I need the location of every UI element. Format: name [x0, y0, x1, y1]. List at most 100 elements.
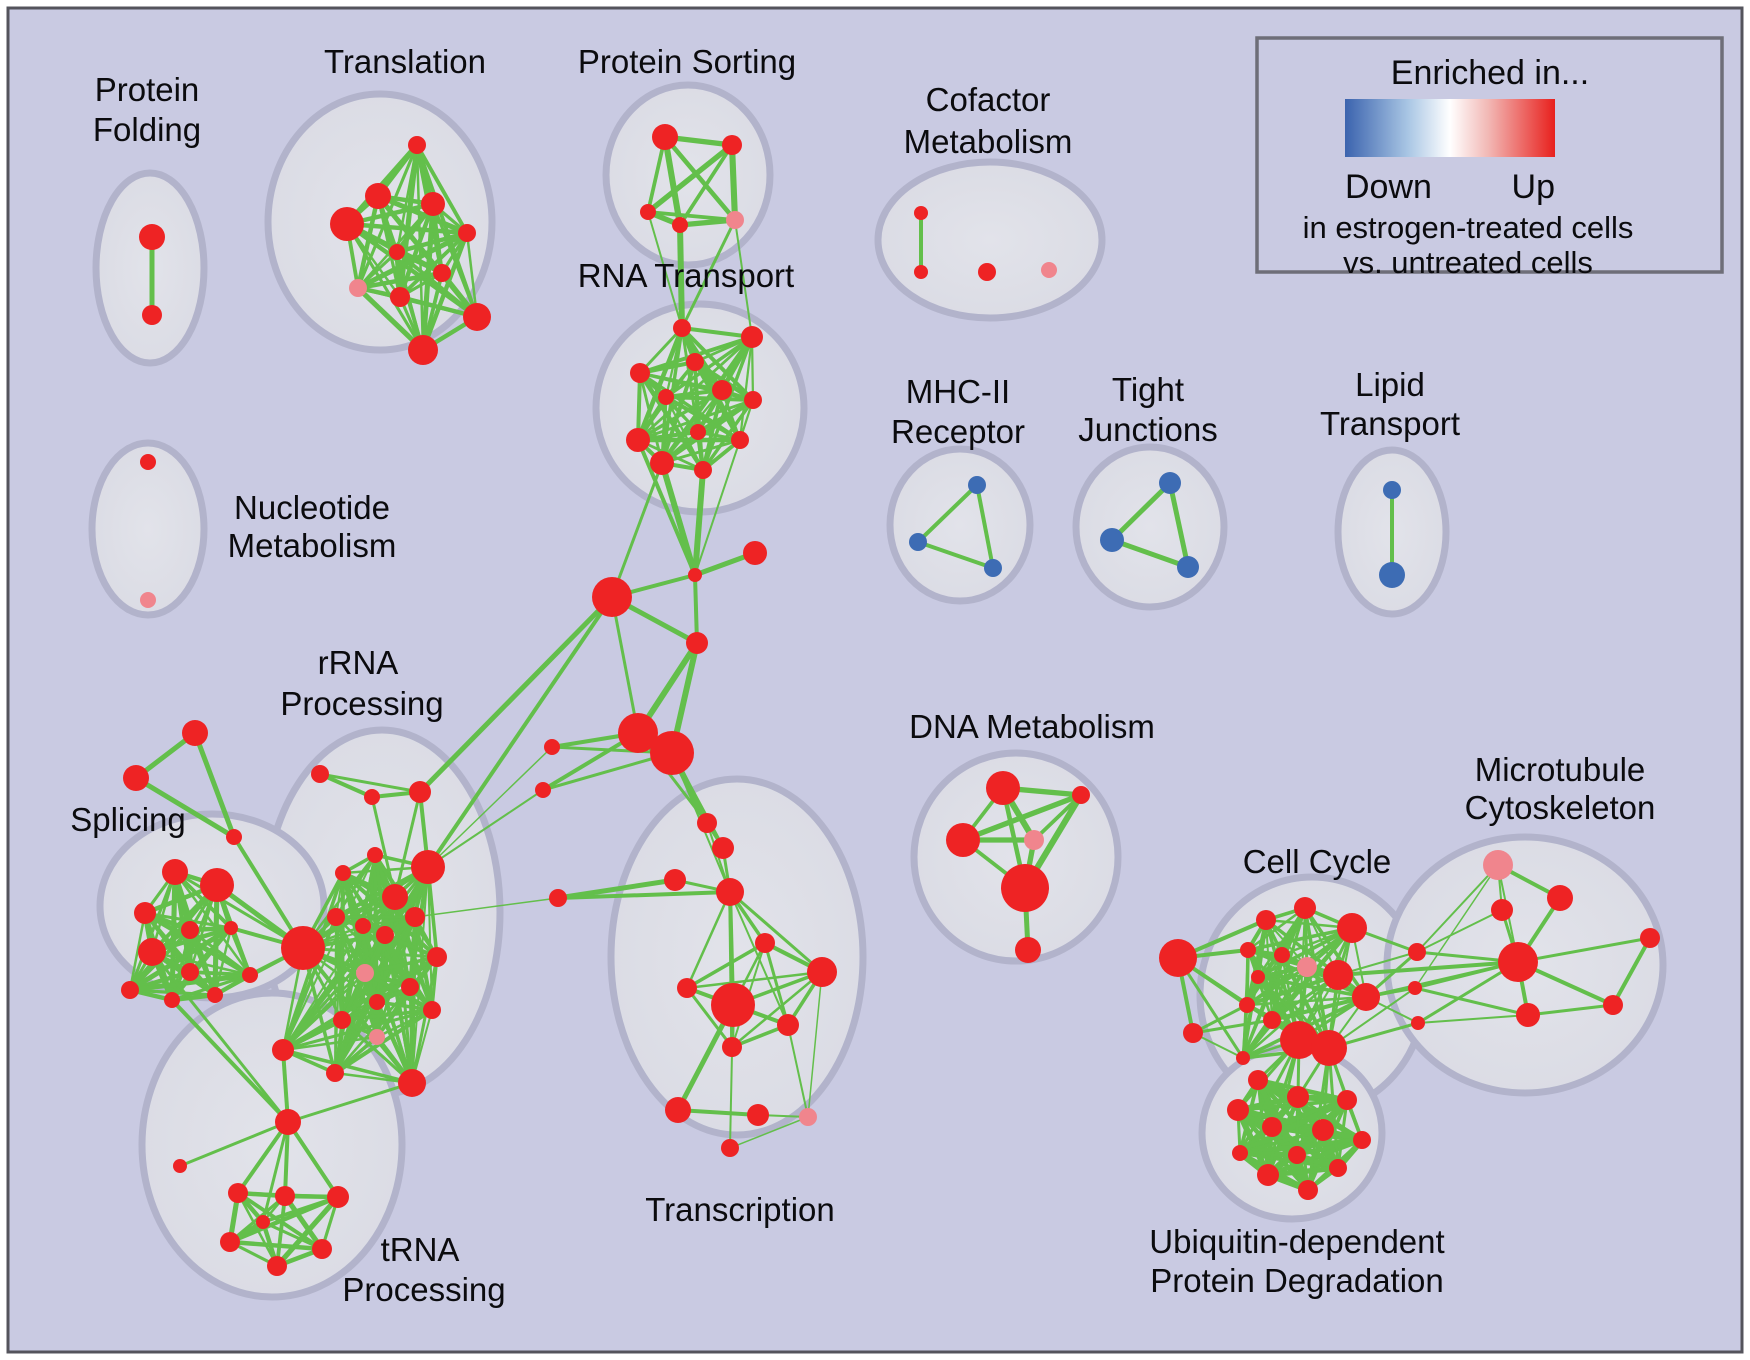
node-ub4 — [1262, 1117, 1282, 1137]
edge-rr13-rr14 — [376, 1000, 433, 1012]
edge-x4-x8 — [729, 890, 823, 974]
edge-s5-r2 — [734, 219, 753, 338]
node-cc4 — [1294, 897, 1316, 919]
node-ub1 — [1248, 1070, 1268, 1090]
node-x2 — [712, 837, 734, 859]
node-l1 — [1383, 481, 1401, 499]
edge-j2-j3 — [1111, 537, 1189, 570]
edge-r1-r2 — [681, 326, 753, 339]
node-rr4 — [411, 850, 445, 884]
legend-down-label: Down — [1345, 168, 1432, 206]
edge-v5-v11 — [228, 927, 253, 976]
node-v9 — [164, 992, 180, 1008]
node-g2 — [123, 765, 149, 791]
node-cc3 — [1256, 910, 1276, 930]
edge-mt4-mt7 — [1517, 936, 1651, 964]
edge-s1-s5 — [663, 135, 737, 222]
edge-t7-t8 — [357, 270, 443, 291]
edge-cc4-cc6 — [1247, 906, 1306, 952]
node-u1 — [275, 1109, 301, 1135]
node-r12 — [731, 431, 749, 449]
node-rr20 — [311, 765, 329, 783]
edge-rr16-rr18 — [282, 1035, 378, 1052]
legend-box — [1255, 36, 1724, 274]
cluster-tight-junctions-label-0: Tight — [1112, 371, 1184, 408]
edge-cc5-cc11 — [1257, 926, 1353, 979]
edge-t5-t9 — [398, 231, 469, 299]
edge-x13-x9 — [787, 1024, 809, 1118]
edge-cc12-cc16 — [1241, 1004, 1249, 1059]
edge-r6-r7 — [665, 395, 754, 402]
edge-v8-v11 — [129, 972, 251, 993]
edge-x13-x8 — [807, 971, 823, 1118]
node-rr14 — [423, 1001, 441, 1019]
node-d1 — [986, 771, 1020, 805]
node-br3 — [1411, 1016, 1425, 1030]
node-mt7 — [1640, 928, 1660, 948]
cluster-protein-sorting-ellipse — [602, 81, 774, 269]
edge-br1-mt1 — [1416, 864, 1499, 953]
node-x13 — [799, 1108, 817, 1126]
node-cc13 — [1263, 1011, 1281, 1029]
node-m2 — [688, 568, 702, 582]
node-rr19 — [398, 1069, 426, 1097]
edge-v2-v8 — [128, 883, 219, 992]
edge-rr15-rr18 — [282, 1018, 343, 1052]
cluster-trna-processing-label-0: tRNA — [381, 1231, 460, 1268]
node-m5 — [618, 713, 658, 753]
cluster-rrna-processing-label-0: rRNA — [318, 644, 399, 681]
edge-cc9-cc12 — [1246, 973, 1339, 1007]
cluster-mhc-ii-receptor-label-0: MHC-II — [906, 373, 1010, 410]
node-x12 — [747, 1104, 769, 1126]
edge-cc5-cc6 — [1247, 926, 1353, 952]
edge-x4-x6 — [685, 891, 732, 989]
node-cc7 — [1274, 947, 1290, 963]
node-t8 — [349, 279, 367, 297]
node-t4 — [330, 207, 364, 241]
edge-cc14-ub8 — [1238, 1039, 1301, 1154]
node-v4 — [181, 921, 199, 939]
node-mt6 — [1603, 995, 1623, 1015]
edge-mt5-mt6 — [1527, 1003, 1614, 1017]
node-u2 — [173, 1159, 187, 1173]
node-rr5 — [382, 884, 408, 910]
node-ub2 — [1287, 1086, 1309, 1108]
edge-u1-u5 — [286, 1120, 340, 1199]
node-t1 — [408, 136, 426, 154]
edge-m7-rr4 — [427, 746, 553, 868]
node-cc5 — [1337, 913, 1367, 943]
node-v10 — [207, 987, 223, 1003]
legend-up-label: Up — [1512, 168, 1555, 206]
edge-r7-r11 — [701, 399, 755, 471]
edge-r7-r10 — [660, 398, 755, 465]
edge-r10-m1 — [610, 462, 664, 598]
edge-cc10-cc13 — [1271, 995, 1367, 1022]
node-j3 — [1177, 556, 1199, 578]
node-x4 — [716, 878, 744, 906]
node-pf2 — [142, 305, 162, 325]
node-cc12 — [1239, 997, 1255, 1013]
node-c4 — [1041, 262, 1057, 278]
node-rr9 — [376, 926, 394, 944]
node-x11 — [665, 1097, 691, 1123]
edge-r10-m2 — [659, 462, 698, 576]
node-cc6 — [1240, 942, 1256, 958]
edge-rr16-rr17 — [333, 1035, 379, 1075]
node-r9 — [626, 428, 650, 452]
edge-br1-mt3 — [1416, 909, 1503, 953]
edge-ub7-ub8 — [1239, 1137, 1363, 1156]
node-x14 — [721, 1139, 739, 1157]
edge-u6-u7 — [229, 1239, 323, 1252]
node-d4 — [1024, 830, 1044, 850]
edge-r1-r3 — [638, 327, 684, 374]
edge-u1-u3 — [236, 1120, 290, 1195]
node-s3 — [640, 204, 656, 220]
legend-subtitle-line1: in estrogen-treated cells — [1303, 210, 1634, 245]
node-s4 — [672, 217, 688, 233]
node-br1 — [1408, 943, 1426, 961]
edge-r7-r9 — [637, 398, 754, 442]
legend-gradient-bar — [1345, 99, 1555, 157]
node-v7 — [181, 963, 199, 981]
